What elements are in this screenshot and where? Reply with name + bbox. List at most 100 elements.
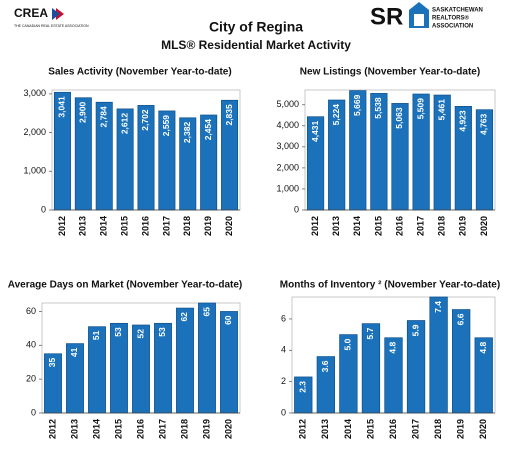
x-tick-label: 2019 xyxy=(456,419,466,439)
x-tick-label: 2013 xyxy=(69,419,79,439)
value-label: 65 xyxy=(201,307,211,317)
value-label: 5,063 xyxy=(394,107,404,129)
x-tick-label: 2012 xyxy=(57,216,67,236)
x-tick-label: 2015 xyxy=(119,216,129,236)
crea-mark xyxy=(52,8,60,20)
value-label: 53 xyxy=(113,327,123,337)
y-tick-label: 2,000 xyxy=(276,162,299,172)
crea-subtext: THE CANADIAN REAL ESTATE ASSOCIATION xyxy=(14,24,89,28)
y-tick-label: 60 xyxy=(26,306,36,316)
x-tick-label: 2014 xyxy=(99,216,109,236)
x-tick-label: 2012 xyxy=(47,419,57,439)
x-tick-label: 2013 xyxy=(78,216,88,236)
x-tick-label: 2014 xyxy=(352,216,362,236)
x-tick-label: 2020 xyxy=(478,419,488,439)
value-label: 5,538 xyxy=(373,97,383,119)
value-label: 51 xyxy=(91,330,101,340)
page-title: City of Regina xyxy=(209,19,303,35)
value-label: 2,612 xyxy=(119,113,129,135)
x-tick-label: 2020 xyxy=(224,216,234,236)
y-tick-label: 20 xyxy=(26,374,36,384)
x-tick-label: 2020 xyxy=(223,419,233,439)
x-tick-label: 2016 xyxy=(394,216,404,236)
sra-text: SASKATCHEWAN xyxy=(432,8,483,14)
value-label: 41 xyxy=(69,347,79,357)
x-tick-label: 2012 xyxy=(310,216,320,236)
chart-title: Average Days on Market (November Year-to… xyxy=(8,280,243,291)
chart-title: Sales Activity (November Year-to-date) xyxy=(48,67,231,78)
y-tick-label: 0 xyxy=(281,407,286,417)
value-label: 6.6 xyxy=(455,313,465,325)
value-label: 5.7 xyxy=(365,327,375,339)
value-label: 35 xyxy=(47,358,57,368)
x-tick-label: 2020 xyxy=(479,216,489,236)
value-label: 5,509 xyxy=(415,98,425,120)
x-tick-label: 2016 xyxy=(140,216,150,236)
x-tick-label: 2015 xyxy=(365,419,375,439)
x-tick-label: 2019 xyxy=(201,419,211,439)
value-label: 4.8 xyxy=(478,341,488,353)
y-tick-label: 3,000 xyxy=(276,141,299,151)
crea-logo: CREA xyxy=(14,6,48,20)
value-label: 4.8 xyxy=(388,341,398,353)
x-tick-label: 2018 xyxy=(179,419,189,439)
value-label: 4,923 xyxy=(458,110,468,132)
bar xyxy=(220,311,238,414)
x-tick-label: 2015 xyxy=(113,419,123,439)
y-tick-label: 1,000 xyxy=(23,166,46,176)
value-label: 3.6 xyxy=(320,360,330,372)
y-tick-label: 0 xyxy=(41,204,46,214)
y-tick-label: 0 xyxy=(31,407,36,417)
value-label: 4,763 xyxy=(479,113,489,135)
chart-title: Months of Inventory ² (November Year-to-… xyxy=(280,280,500,291)
y-tick-label: 2,000 xyxy=(23,127,46,137)
bar xyxy=(429,296,448,414)
x-tick-label: 2013 xyxy=(331,216,341,236)
value-label: 2.3 xyxy=(298,381,308,393)
value-label: 2,559 xyxy=(161,115,171,137)
x-tick-label: 2013 xyxy=(320,419,330,439)
value-label: 5,669 xyxy=(352,94,362,116)
bar xyxy=(176,307,194,414)
value-label: 7.4 xyxy=(433,301,443,313)
value-label: 2,382 xyxy=(182,122,192,144)
y-tick-label: 6 xyxy=(281,313,286,323)
sra-house xyxy=(409,2,429,28)
value-label: 3,041 xyxy=(57,96,67,118)
x-tick-label: 2017 xyxy=(157,419,167,439)
value-label: 4,431 xyxy=(310,120,320,142)
x-tick-label: 2018 xyxy=(433,419,443,439)
y-tick-label: 5,000 xyxy=(276,99,299,109)
sra-text: REALTORS® xyxy=(432,15,469,22)
value-label: 5,461 xyxy=(436,99,446,121)
value-label: 2,784 xyxy=(98,106,108,128)
value-label: 53 xyxy=(157,327,167,337)
x-tick-label: 2012 xyxy=(298,419,308,439)
sra-logo: SR xyxy=(370,3,403,30)
x-tick-label: 2019 xyxy=(458,216,468,236)
x-tick-label: 2017 xyxy=(410,419,420,439)
value-label: 5.0 xyxy=(343,338,353,350)
y-tick-label: 2 xyxy=(281,376,286,386)
x-tick-label: 2016 xyxy=(135,419,145,439)
page-subtitle: MLS® Residential Market Activity xyxy=(161,38,351,52)
x-tick-label: 2016 xyxy=(388,419,398,439)
y-tick-label: 40 xyxy=(26,340,36,350)
x-tick-label: 2014 xyxy=(91,419,101,439)
value-label: 62 xyxy=(179,312,189,322)
value-label: 5,224 xyxy=(331,104,341,126)
value-label: 2,835 xyxy=(224,104,234,126)
x-tick-label: 2017 xyxy=(415,216,425,236)
y-tick-label: 4 xyxy=(281,345,286,355)
x-tick-label: 2015 xyxy=(373,216,383,236)
value-label: 2,900 xyxy=(78,101,88,123)
bar xyxy=(198,302,216,414)
x-tick-label: 2019 xyxy=(203,216,213,236)
x-tick-label: 2018 xyxy=(182,216,192,236)
chart-title: New Listings (November Year-to-date) xyxy=(300,67,480,78)
value-label: 5.9 xyxy=(410,324,420,336)
y-tick-label: 1,000 xyxy=(276,183,299,193)
y-tick-label: 4,000 xyxy=(276,120,299,130)
x-tick-label: 2014 xyxy=(343,419,353,439)
